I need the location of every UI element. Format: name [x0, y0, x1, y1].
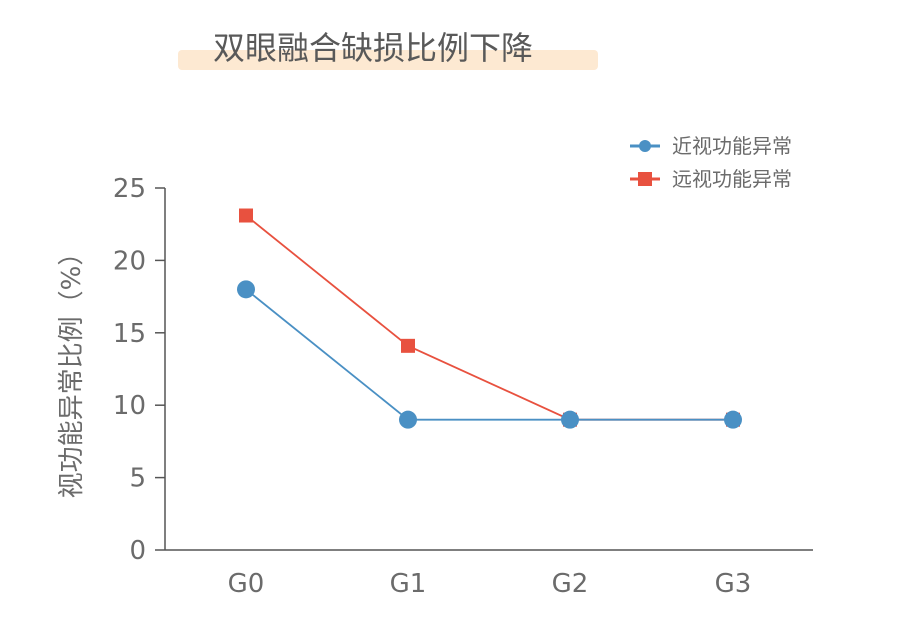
series-group — [237, 208, 742, 429]
x-ticks: G0 G1 G2 G3 — [228, 569, 752, 599]
y-tick-label: 25 — [113, 174, 146, 204]
y-tick-label: 15 — [113, 319, 146, 349]
series-2 — [239, 208, 740, 427]
data-point — [239, 208, 253, 223]
legend-label: 远视功能异常 — [672, 167, 792, 191]
data-point — [399, 410, 417, 429]
y-tick-label: 10 — [113, 391, 146, 421]
chart-title: 双眼融合缺损比例下降 — [213, 29, 533, 67]
legend-marker — [638, 172, 652, 186]
legend-label: 近视功能异常 — [672, 134, 792, 158]
data-point — [401, 338, 415, 353]
data-point — [724, 410, 742, 429]
series-line — [245, 214, 733, 421]
series-1 — [237, 280, 742, 429]
legend-item: 近视功能异常 — [630, 134, 792, 158]
data-point — [237, 280, 255, 299]
axes — [164, 188, 813, 551]
x-tick-label: G0 — [228, 569, 265, 599]
legend-marker — [639, 140, 651, 152]
x-tick-label: G2 — [552, 569, 589, 599]
x-tick-label: G1 — [390, 569, 427, 599]
y-tick-label: 20 — [113, 246, 146, 276]
y-tick-label: 0 — [129, 536, 146, 566]
title-highlight — [178, 50, 598, 70]
x-tick-label: G3 — [715, 569, 752, 599]
y-tick-label: 5 — [129, 464, 146, 494]
y-ticks: 0 5 10 15 20 25 — [113, 174, 165, 566]
legend-item: 远视功能异常 — [630, 167, 792, 191]
data-point — [561, 410, 579, 429]
y-axis-label: 视功能异常比例（%） — [57, 240, 87, 499]
series-line — [245, 288, 733, 421]
